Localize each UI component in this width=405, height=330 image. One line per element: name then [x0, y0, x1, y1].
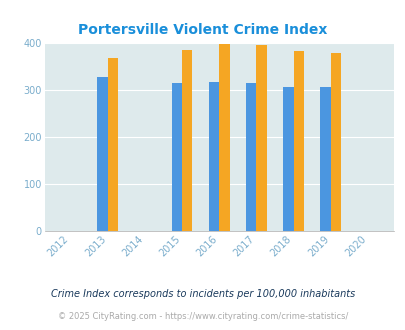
Bar [219, 44, 229, 231]
Bar [108, 58, 118, 231]
Text: Crime Index corresponds to incidents per 100,000 inhabitants: Crime Index corresponds to incidents per… [51, 289, 354, 299]
Bar [282, 87, 293, 231]
Legend: Portersville, Pennsylvania, National: Portersville, Pennsylvania, National [69, 327, 369, 330]
Bar [330, 53, 340, 231]
Bar [320, 87, 330, 231]
Bar [293, 51, 303, 231]
Text: © 2025 CityRating.com - https://www.cityrating.com/crime-statistics/: © 2025 CityRating.com - https://www.city… [58, 312, 347, 321]
Bar [182, 50, 192, 231]
Text: Portersville Violent Crime Index: Portersville Violent Crime Index [78, 23, 327, 37]
Bar [171, 83, 182, 231]
Bar [256, 45, 266, 231]
Bar [208, 82, 219, 231]
Bar [97, 77, 108, 231]
Bar [245, 83, 256, 231]
